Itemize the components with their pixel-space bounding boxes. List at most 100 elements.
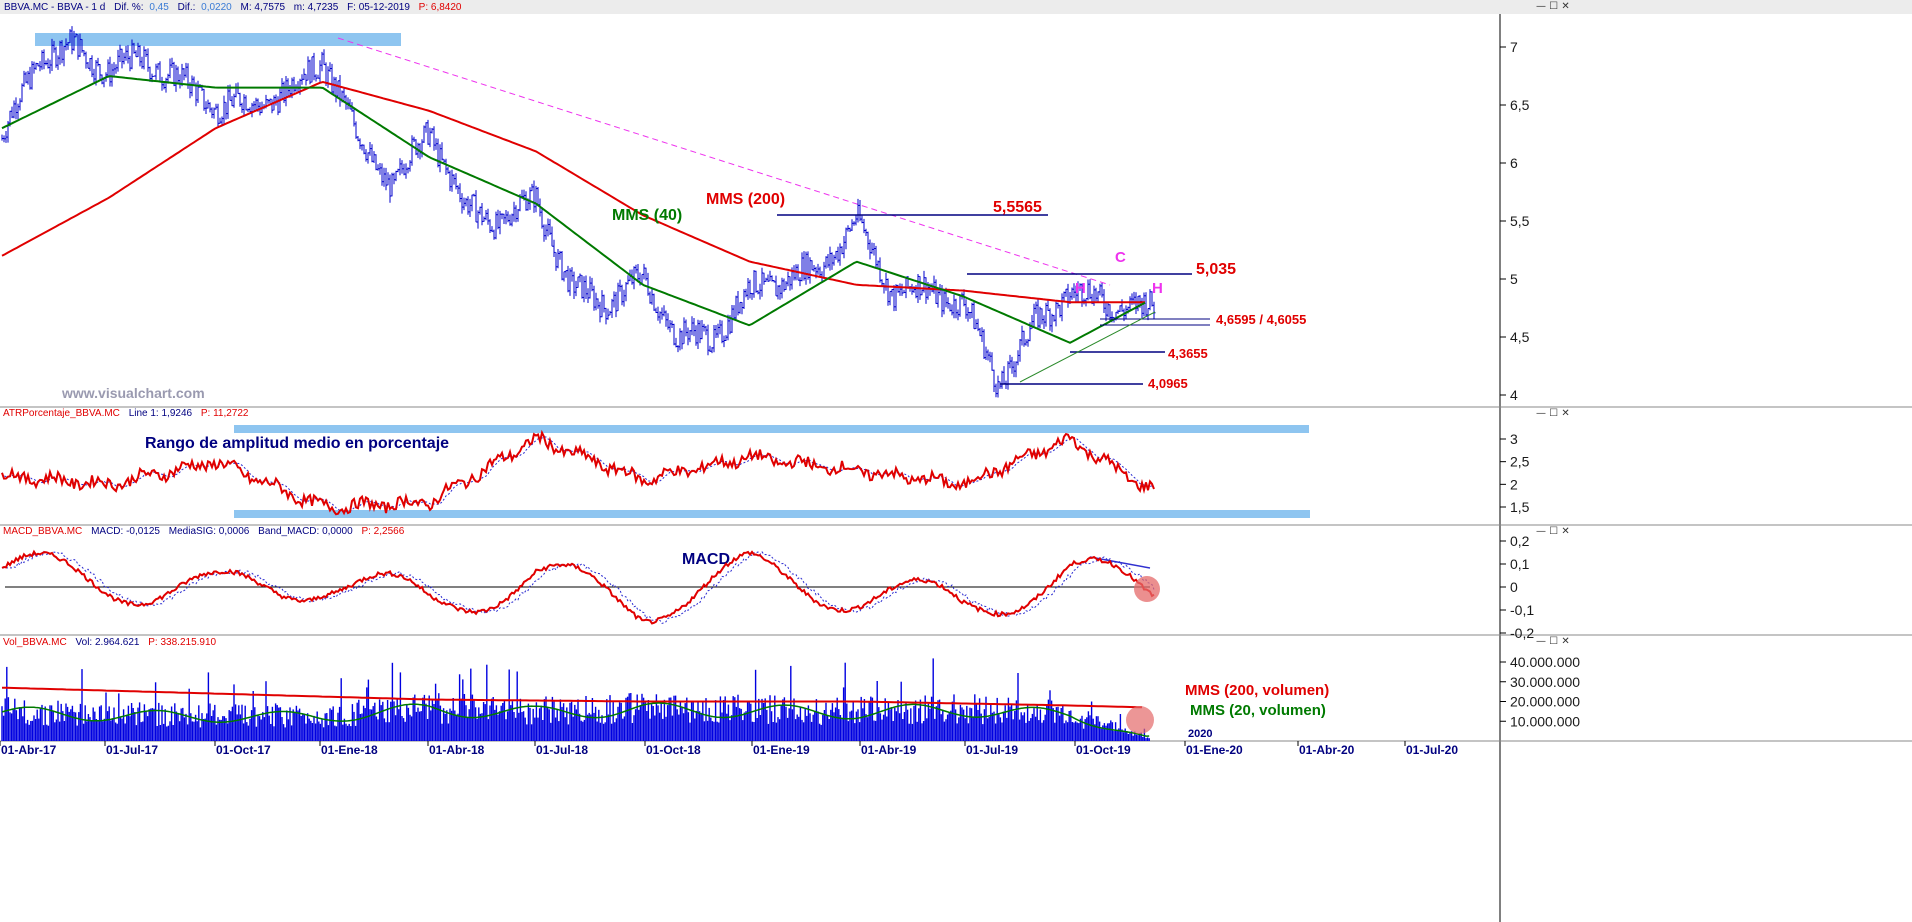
mms200-line (1, 80, 1145, 304)
downtrend-line (337, 37, 1111, 286)
macd-header-macd: MACD: -0,0125 (91, 526, 160, 537)
atr-top-band (234, 425, 1309, 433)
volume-panel: Vol_BBVA.MC Vol: 2.964.621 P: 338.215.91… (1, 637, 1580, 741)
xtick-label: 01-Ene-20 (1186, 743, 1243, 757)
ytick-label: 2 (1510, 476, 1518, 492)
atr-header-p: P: 11,2722 (201, 408, 249, 419)
header-dif-pct-label: Dif. %: (114, 2, 143, 13)
xtick-label: 01-Abr-17 (1, 743, 57, 757)
atr-header-line1: Line 1: 1,9246 (129, 408, 193, 419)
xtick-label: 01-Abr-20 (1299, 743, 1355, 757)
ytick-label: 4,5 (1510, 329, 1530, 345)
volume-bars (1, 658, 1150, 741)
support-trend-line (1019, 311, 1156, 383)
ytick-label: 4 (1510, 387, 1518, 403)
ytick-label: -0,1 (1510, 602, 1534, 618)
header-dif: 0,0220 (201, 2, 232, 13)
label-h-left: H (1075, 280, 1086, 297)
label-5035: 5,035 (1196, 261, 1236, 278)
xtick-label: 01-Jul-20 (1406, 743, 1458, 757)
volume-legend-mms20: MMS (20, volumen) (1190, 702, 1326, 719)
ytick-label: 0 (1510, 579, 1518, 595)
xtick-label: 01-Jul-17 (106, 743, 158, 757)
volume-legend-mms200: MMS (200, volumen) (1185, 682, 1329, 699)
ytick-label: 0,2 (1510, 533, 1530, 549)
xtick-label: 01-Jul-19 (966, 743, 1018, 757)
ytick-label: 2,5 (1510, 454, 1530, 470)
ytick-label: 3 (1510, 431, 1518, 447)
macd-header: MACD_BBVA.MC MACD: -0,0125 MediaSIG: 0,0… (3, 526, 405, 537)
atr-title: Rango de amplitud medio en porcentaje (145, 435, 449, 452)
resistance-band (35, 33, 401, 46)
label-5565: 5,5565 (993, 199, 1042, 216)
year-2020-label: 2020 (1188, 728, 1212, 740)
label-c: C (1115, 249, 1126, 266)
volume-header-name: Vol_BBVA.MC (3, 637, 67, 648)
header-dif-label: Dif.: (178, 2, 196, 13)
ytick-label: 30.000.000 (1510, 674, 1580, 690)
ytick-label: 5 (1510, 271, 1518, 287)
volume-header-p: P: 338.215.910 (148, 637, 216, 648)
macd-signal-line (2, 550, 1155, 624)
macd-yaxis: 0,2 0,1 0 -0,1 -0,2 (1500, 533, 1534, 641)
ytick-label: 40.000.000 (1510, 654, 1580, 670)
price-yaxis: 7 6,5 6 5,5 5 4,5 4 (1500, 39, 1530, 403)
macd-header-name: MACD_BBVA.MC (3, 526, 82, 537)
mms40-line (1, 75, 1146, 344)
macd-header-p: P: 2,2566 (361, 526, 404, 537)
volume-highlight-dot (1126, 706, 1154, 734)
atr-line (1, 429, 1155, 516)
macd-window-controls[interactable]: — ☐ ✕ (1536, 526, 1570, 537)
ytick-label: 6,5 (1510, 97, 1530, 113)
macd-panel: MACD_BBVA.MC MACD: -0,0125 MediaSIG: 0,0… (1, 526, 1534, 641)
label-40965: 4,0965 (1148, 376, 1188, 391)
macd-header-band: Band_MACD: 0,0000 (258, 526, 353, 537)
label-mms200: MMS (200) (706, 191, 785, 208)
xtick-label: 01-Ene-18 (321, 743, 378, 757)
atr-bottom-band (234, 510, 1310, 518)
price-header: BBVA.MC - BBVA - 1 d Dif. %: 0,45 Dif.: … (4, 2, 462, 13)
label-mms40: MMS (40) (612, 207, 682, 224)
price-panel: MMS (40) MMS (200) 5,5565 5,035 4,6595 /… (1, 26, 1530, 403)
volume-header: Vol_BBVA.MC Vol: 2.964.621 P: 338.215.91… (3, 637, 217, 648)
ytick-label: 5,5 (1510, 213, 1530, 229)
header-dif-pct: 0,45 (149, 2, 169, 13)
atr-panel: ATRPorcentaje_BBVA.MC Line 1: 1,9246 P: … (1, 408, 1530, 518)
price-window-controls[interactable]: — ☐ ✕ (1536, 1, 1570, 12)
xtick-label: 01-Oct-19 (1076, 743, 1131, 757)
ytick-label: 7 (1510, 39, 1518, 55)
header-prev: P: 6,8420 (419, 2, 462, 13)
label-43655: 4,3655 (1168, 346, 1208, 361)
xtick-label: 01-Oct-18 (646, 743, 701, 757)
xtick-label: 01-Jul-18 (536, 743, 588, 757)
label-46595: 4,6595 / 4,6055 (1216, 312, 1306, 327)
xtick-label: 01-Ene-19 (753, 743, 810, 757)
header-min: m: 4,7235 (294, 2, 339, 13)
xtick-label: 01-Abr-18 (429, 743, 485, 757)
price-bars (1, 26, 1156, 398)
ytick-label: -0,2 (1510, 625, 1534, 641)
atr-header: ATRPorcentaje_BBVA.MC Line 1: 1,9246 P: … (3, 408, 249, 419)
label-h-right: H (1152, 280, 1163, 297)
header-bar (0, 0, 1912, 14)
x-axis: 01-Abr-17 01-Jul-17 01-Oct-17 01-Ene-18 01-A… (0, 741, 1458, 757)
macd-highlight-dot (1134, 576, 1160, 602)
atr-window-controls[interactable]: — ☐ ✕ (1536, 408, 1570, 419)
volume-mms20-line (1, 702, 1150, 737)
volume-header-vol: Vol: 2.964.621 (76, 637, 140, 648)
ytick-label: 20.000.000 (1510, 694, 1580, 710)
ytick-label: 0,1 (1510, 556, 1530, 572)
watermark: www.visualchart.com (61, 385, 205, 401)
volume-window-controls[interactable]: — ☐ ✕ (1536, 636, 1570, 647)
ytick-label: 6 (1510, 155, 1518, 171)
xtick-label: 01-Abr-19 (861, 743, 917, 757)
ytick-label: 1,5 (1510, 499, 1530, 515)
header-symbol: BBVA.MC - BBVA - 1 d (4, 2, 105, 13)
volume-mms200-line (1, 686, 1143, 709)
macd-title: MACD (682, 551, 730, 568)
header-max: M: 4,7575 (241, 2, 286, 13)
volume-yaxis: 40.000.000 30.000.000 20.000.000 10.000.000 (1500, 654, 1580, 729)
macd-line (1, 549, 1155, 625)
atr-yaxis: 3 2,5 2 1,5 (1500, 431, 1530, 515)
